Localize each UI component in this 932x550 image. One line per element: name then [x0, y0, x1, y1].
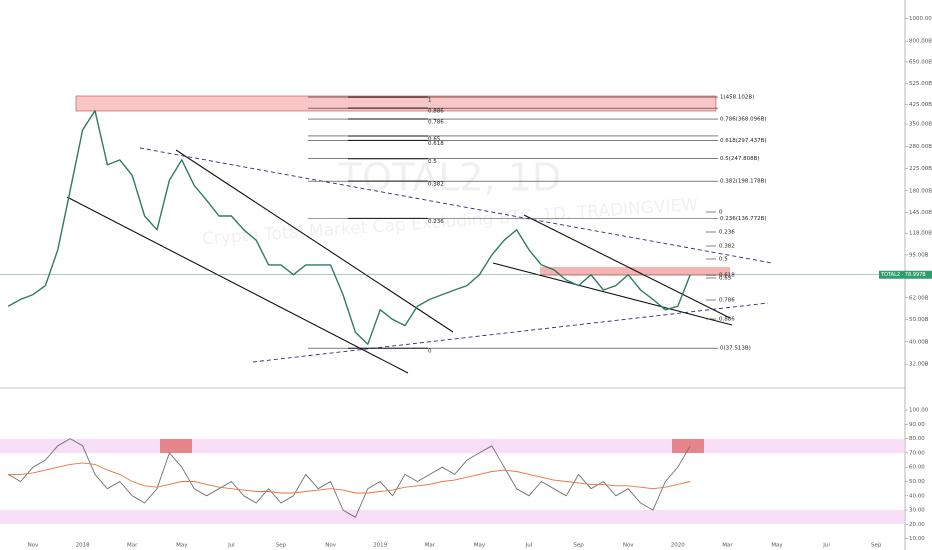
x-tick-label: 2020	[671, 543, 685, 549]
fib-ratio: 0.886	[428, 109, 444, 115]
fib-label: 0.236(136.772B)	[720, 216, 767, 222]
y-tick-label: 80.00	[909, 436, 925, 442]
x-tick-label: Mar	[722, 543, 733, 549]
y-tick-label: 40.00B	[909, 339, 929, 345]
fib-ratio: 1	[428, 98, 432, 104]
trendline	[492, 262, 733, 326]
y-tick-label: 350.00B	[909, 122, 932, 128]
price-line	[7, 110, 691, 345]
resistance-zone	[540, 267, 730, 276]
fib-ratio: 0.618	[428, 141, 444, 147]
resistance-zone	[75, 95, 717, 112]
trendline	[139, 147, 773, 264]
x-tick-label: Jul	[227, 543, 235, 549]
x-tick-label: Nov	[623, 543, 634, 549]
fib2-ratio: 0.618	[719, 273, 735, 279]
price-tag: TOTAL2 · 78.997B	[880, 272, 926, 278]
rsi-band	[0, 439, 905, 453]
y-tick-label: 70.00	[909, 450, 925, 456]
fib2-ratio: 0.65	[719, 276, 732, 282]
y-tick-label: 10.00	[909, 536, 925, 542]
x-tick-label: 2018	[76, 543, 90, 549]
y-tick-label: 50.00	[909, 479, 925, 485]
y-tick-label: 1000.00B	[909, 16, 932, 22]
rsi-line	[7, 438, 691, 518]
trendline	[66, 196, 409, 374]
trendline	[175, 149, 454, 333]
x-tick-label: Sep	[276, 543, 287, 549]
fib2-ratio: 0.786	[719, 298, 735, 304]
x-tick-label: Jul	[822, 543, 830, 549]
x-tick-label: Sep	[573, 543, 584, 549]
dashed-trendlines	[139, 147, 773, 363]
y-tick-label: 225.00B	[909, 166, 932, 172]
x-tick-label: May	[771, 543, 783, 549]
x-tick-label: Nov	[325, 543, 336, 549]
y-tick-label: 62.00B	[909, 295, 929, 301]
fib-label: 1(458.102B)	[720, 95, 754, 101]
fib-label: 0.786(368.096B)	[720, 117, 767, 123]
fib2-ratio: 0	[719, 210, 723, 216]
fib-label: 0.382(198.178B)	[720, 179, 767, 185]
y-tick-label: 118.00B	[909, 231, 932, 237]
y-tick-label: 95.00B	[909, 252, 929, 258]
x-tick-label: Mar	[127, 543, 138, 549]
fib-ratio: 0.786	[428, 120, 444, 126]
rsi-band	[0, 510, 905, 524]
fib-label: 0(37.513B)	[720, 346, 751, 352]
y-tick-label: 800.00B	[909, 39, 932, 45]
x-tick-label: 2019	[373, 543, 387, 549]
y-tick-label: 525.00B	[909, 81, 932, 87]
y-tick-label: 40.00	[909, 493, 925, 499]
trendlines	[66, 149, 733, 374]
price-tag-bg	[879, 270, 932, 279]
y-tick-label: 100.00	[909, 408, 929, 414]
x-tick-label: Sep	[871, 543, 882, 549]
fib-label: 0.5(247.808B)	[720, 156, 760, 162]
trendline	[523, 214, 731, 319]
fib-ratio: 0	[428, 349, 432, 355]
fib-label: 0.618(297.437B)	[720, 138, 767, 144]
rsi-line	[8, 462, 691, 494]
watermark: TOTAL2, 1D	[338, 156, 561, 200]
fib-ratio: 0.5	[428, 159, 437, 165]
y-tick-label: 20.00	[909, 522, 925, 528]
y-tick-label: 425.00B	[909, 102, 932, 108]
y-tick-label: 180.00B	[909, 188, 932, 194]
x-tick-label: May	[176, 543, 188, 549]
x-tick-label: Nov	[28, 543, 39, 549]
trendline	[252, 302, 769, 363]
y-tick-label: 145.00B	[909, 210, 932, 216]
rsi-zone	[160, 439, 192, 453]
y-tick-label: 32.00B	[909, 362, 929, 368]
fib-ratio: 0.382	[428, 182, 444, 188]
y-tick-label: 50.00B	[909, 317, 929, 323]
y-tick-label: 90.00	[909, 422, 925, 428]
fib2-ratio: 0.382	[719, 244, 735, 250]
y-tick-label: 650.00B	[909, 59, 932, 65]
fib-ratio: 0.65	[428, 136, 441, 142]
y-tick-label: 30.00	[909, 508, 925, 514]
y-tick-label: 60.00	[909, 465, 925, 471]
fib2-ratio: 0.5	[719, 257, 728, 263]
x-tick-label: Mar	[425, 543, 436, 549]
x-tick-label: May	[474, 543, 486, 549]
rsi-zone	[672, 439, 704, 453]
fib2-ratio: 0.236	[719, 230, 735, 236]
fib-ratio: 0.236	[428, 219, 444, 225]
x-tick-label: Jul	[525, 543, 533, 549]
y-tick-label: 280.00B	[909, 144, 932, 150]
fib2-ratio: 0.886	[719, 317, 735, 323]
